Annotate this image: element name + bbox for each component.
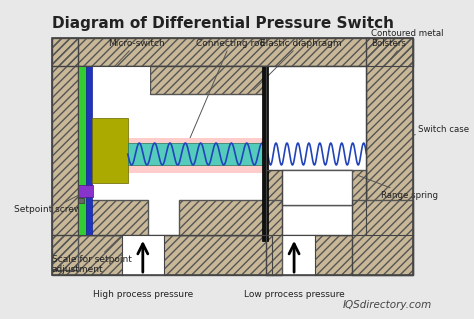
Bar [52,38,78,270]
Text: Elastic diaphragm: Elastic diaphragm [254,39,341,90]
Text: High process pressure: High process pressure [93,290,193,299]
Bar [266,200,282,275]
Bar [273,235,315,275]
Bar [52,38,78,270]
Bar [366,38,413,235]
Text: Setpoint screws: Setpoint screws [14,192,86,214]
Bar [78,198,83,203]
Bar [150,66,266,94]
Text: Diagram of Differential Pressure Switch: Diagram of Differential Pressure Switch [52,16,394,31]
Bar [128,165,266,173]
Bar [352,200,413,275]
Bar [78,66,86,235]
Text: Switch case: Switch case [413,125,469,135]
Text: Scale for setpoint
adjustment: Scale for setpoint adjustment [52,235,132,274]
Bar [52,38,413,275]
Bar [52,38,413,66]
Bar [128,143,266,165]
Bar [78,200,148,235]
Text: Contoured metal
Bolsters: Contoured metal Bolsters [371,29,444,60]
Bar [52,66,78,235]
Bar [266,66,366,235]
Bar [179,200,266,235]
Bar [352,200,413,275]
Bar [52,235,413,275]
Bar [78,200,148,235]
Text: Micro-switch: Micro-switch [92,39,164,90]
Bar [266,200,282,275]
Bar [78,66,266,235]
Bar [122,235,164,275]
Bar [366,38,413,235]
Bar [52,66,78,235]
Text: Low prrocess pressure: Low prrocess pressure [244,290,345,299]
Bar [179,200,266,235]
Bar [78,185,93,197]
Bar [86,66,92,235]
Bar [92,118,128,183]
Text: IQSdirectory.com: IQSdirectory.com [343,300,432,310]
Bar [52,235,413,275]
Bar [266,170,366,205]
Bar [282,170,352,205]
Text: Connecting rod: Connecting rod [188,39,265,143]
Bar [266,170,366,205]
Bar [262,66,268,241]
Bar [150,66,266,94]
Bar [78,66,150,94]
Text: Range spring: Range spring [357,175,438,199]
Bar [128,138,266,146]
Bar [52,38,413,66]
